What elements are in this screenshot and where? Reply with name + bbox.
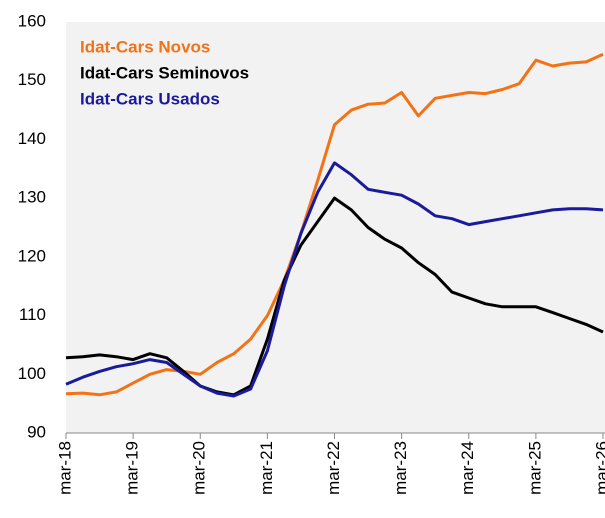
legend-entry: Idat-Cars Usados — [80, 89, 220, 108]
x-tick-label: mar-25 — [525, 441, 544, 495]
x-tick-label: mar-18 — [55, 441, 74, 495]
x-tick-label: mar-24 — [458, 441, 477, 495]
y-tick-label: 130 — [18, 188, 46, 207]
y-tick-label: 150 — [18, 70, 46, 89]
y-tick-label: 160 — [18, 11, 46, 30]
x-tick-label: mar-26 — [592, 441, 605, 495]
legend-entry: Idat-Cars Novos — [80, 37, 210, 56]
line-series — [65, 161, 604, 398]
x-tick-label: mar-23 — [391, 441, 410, 495]
y-tick-label: 120 — [18, 246, 46, 265]
legend-entry: Idat-Cars Seminovos — [80, 63, 249, 82]
y-tick-label: 110 — [19, 305, 46, 324]
x-tick-label: mar-19 — [123, 441, 142, 495]
y-tick-label: 100 — [18, 364, 46, 383]
y-tick-label: 90 — [27, 422, 46, 441]
x-tick-label: mar-21 — [257, 441, 276, 495]
line-series — [65, 196, 604, 397]
y-tick-label: 140 — [18, 129, 46, 148]
line-series — [65, 52, 604, 397]
x-tick-label: mar-22 — [324, 441, 343, 495]
plot-area — [66, 22, 605, 433]
x-tick-label: mar-20 — [190, 441, 209, 495]
